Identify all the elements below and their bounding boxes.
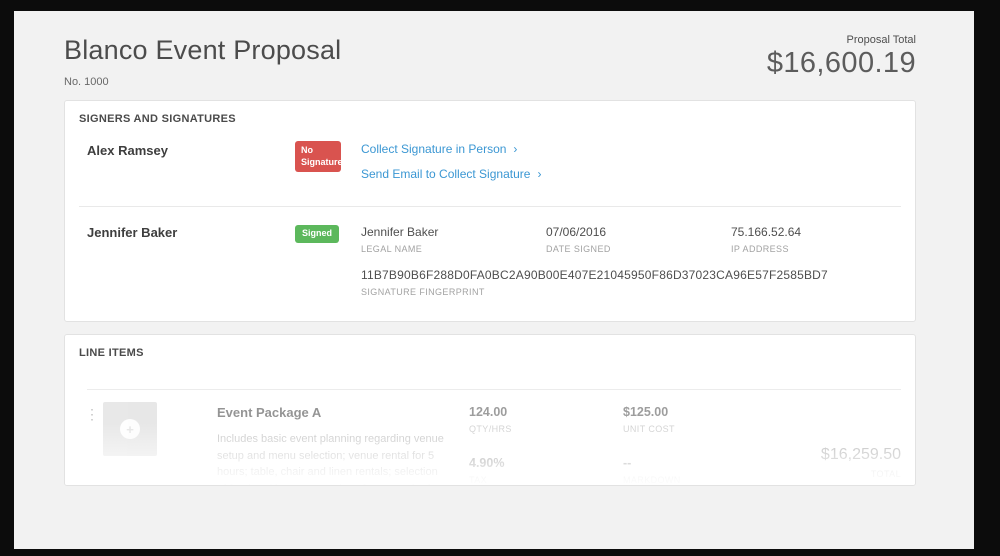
line-item-total-value: $16,259.50 [820,446,901,463]
unit-cost-label: UNIT COST [623,424,675,434]
signature-fingerprint-label: SIGNATURE FINGERPRINT [361,287,485,297]
ip-address-field: 75.166.52.64 IP ADDRESS [731,225,893,254]
date-signed-value: 07/06/2016 [546,225,607,239]
signer-row-divider [79,206,901,207]
page-title: Blanco Event Proposal [64,35,342,65]
date-signed-label: DATE SIGNED [546,244,611,254]
collect-signature-in-person-link[interactable]: Collect Signature in Person › [361,142,541,156]
signed-badge: Signed [295,225,340,243]
proposal-total-value: $16,600.19 [766,47,916,79]
collect-signature-in-person-label: Collect Signature in Person [361,142,507,156]
line-item-row: ⋮ + Event Package A Includes basic event… [79,402,901,485]
signature-fields-row: Jennifer Baker LEGAL NAME 07/06/2016 DAT… [361,225,893,254]
metric-column-total: $16,259.50 TOTAL [773,402,901,485]
send-email-to-collect-signature-link[interactable]: Send Email to Collect Signature › [361,167,541,181]
page-content: Blanco Event Proposal No. 1000 Proposal … [14,11,974,486]
signature-details: Jennifer Baker LEGAL NAME 07/06/2016 DAT… [361,223,893,303]
metric-column-b: $125.00 UNIT COST -- MARKDOWN [623,402,773,485]
signers-card: SIGNERS AND SIGNATURES Alex Ramsey No Si… [64,100,916,322]
proposal-number: No. 1000 [64,76,109,88]
signer-name: Jennifer Baker [87,225,178,240]
qty-value: 124.00 [469,405,508,419]
unit-cost-value: $125.00 [623,405,669,419]
qty-metric: 124.00 QTY/HRS [469,402,623,434]
signature-fingerprint-value: 11B7B90B6F288D0FA0BC2A90B00E407E21045950… [361,268,828,282]
line-item-description: Includes basic event planning regarding … [217,433,444,485]
date-signed-field: 07/06/2016 DATE SIGNED [546,225,731,254]
ip-address-label: IP ADDRESS [731,244,789,254]
unit-cost-metric: $125.00 UNIT COST [623,402,773,434]
markdown-value: -- [623,456,632,470]
title-block: Blanco Event Proposal No. 1000 [64,27,341,88]
chevron-right-icon: › [537,167,542,181]
signer-row-alex-ramsey: Alex Ramsey No Signature Collect Signatu… [79,125,901,198]
signature-actions: Collect Signature in Person › Send Email … [361,141,541,192]
send-email-to-collect-signature-label: Send Email to Collect Signature [361,167,531,181]
qty-label: QTY/HRS [469,424,512,434]
line-items-section-title: LINE ITEMS [79,347,144,359]
line-item-title: Event Package A [217,405,322,420]
legal-name-field: Jennifer Baker LEGAL NAME [361,225,546,254]
tax-label: TAX [469,475,488,485]
badge-column: Signed [295,223,361,303]
add-image-icon: + [120,419,140,439]
signature-fingerprint-field: 11B7B90B6F288D0FA0BC2A90B00E407E21045950… [361,268,893,303]
proposal-page: Blanco Event Proposal No. 1000 Proposal … [14,11,974,549]
signers-section-title: SIGNERS AND SIGNATURES [79,113,236,125]
badge-column: No Signature [295,141,361,192]
item-text-block: Event Package A Includes basic event pla… [217,402,445,485]
metric-column-a: 124.00 QTY/HRS 4.90% TAX [469,402,623,485]
ip-address-value: 75.166.52.64 [731,225,802,239]
proposal-total-block: Proposal Total $16,600.19 [767,27,916,80]
signer-row-jennifer-baker: Jennifer Baker Signed Jennifer Baker LEG… [79,207,901,309]
item-image-placeholder[interactable]: + [103,402,157,456]
signer-name: Alex Ramsey [87,143,168,158]
markdown-metric: -- MARKDOWN [623,453,773,485]
markdown-label: MARKDOWN [623,475,681,485]
line-items-card: LINE ITEMS ⋮ + Event Package A Includes … [64,334,916,486]
no-signature-badge: No Signature [295,141,343,173]
legal-name-value: Jennifer Baker [361,225,439,239]
tax-metric: 4.90% TAX [469,453,623,485]
chevron-right-icon: › [513,142,518,156]
drag-handle-icon[interactable]: ⋮ [85,406,99,422]
tax-value: 4.90% [469,456,505,470]
proposal-total-label: Proposal Total [846,34,916,46]
legal-name-label: LEGAL NAME [361,244,423,254]
line-item-metrics: 124.00 QTY/HRS 4.90% TAX $125.00 UNIT CO… [469,402,901,485]
line-items-divider [87,389,901,390]
line-item-total-label: TOTAL [870,469,901,479]
page-header: Blanco Event Proposal No. 1000 Proposal … [64,27,916,88]
